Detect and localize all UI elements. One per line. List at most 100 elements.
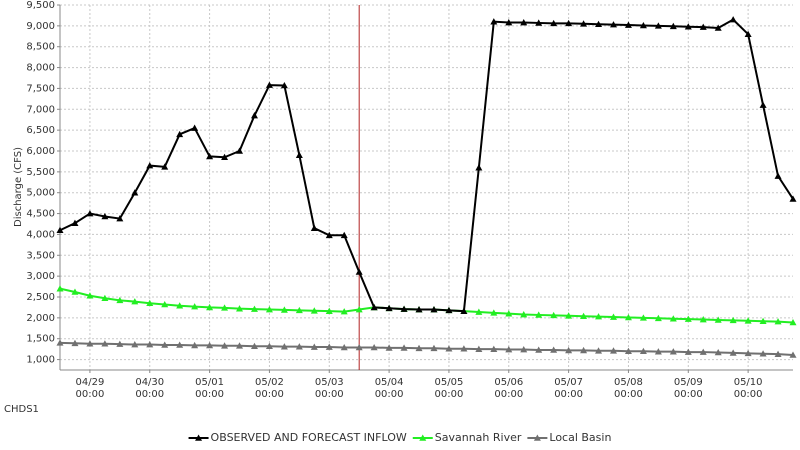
point-marker	[669, 22, 677, 30]
point-marker	[355, 268, 363, 275]
point-marker	[759, 350, 767, 357]
point-marker	[520, 311, 528, 318]
y-tick-label: 1,500	[26, 334, 55, 345]
point-marker	[729, 349, 737, 356]
point-marker	[609, 347, 617, 354]
point-marker	[265, 342, 273, 350]
y-tick-label: 6,500	[26, 125, 55, 136]
point-marker	[415, 306, 423, 313]
point-marker	[295, 306, 303, 314]
point-marker	[400, 344, 408, 351]
x-tick-label: 00:00	[614, 389, 643, 400]
legend-item: Savannah River	[412, 431, 522, 444]
point-marker	[206, 341, 214, 349]
point-marker	[280, 306, 288, 313]
x-tick-label: 05/06	[494, 377, 523, 388]
point-marker	[191, 124, 199, 131]
point-marker	[714, 24, 722, 31]
legend-label: Savannah River	[435, 431, 522, 444]
point-marker	[729, 316, 737, 324]
y-tick-label: 5,500	[26, 167, 55, 178]
legend-label: Local Basin	[549, 431, 611, 444]
legend-swatch-marker	[195, 434, 203, 441]
x-tick-label: 00:00	[435, 389, 464, 400]
legend-item: Local Basin	[527, 431, 611, 444]
point-marker	[236, 147, 244, 154]
point-marker	[460, 307, 468, 314]
point-marker	[71, 339, 79, 347]
point-marker	[565, 346, 573, 354]
y-tick-label: 8,000	[26, 63, 55, 74]
point-marker	[250, 112, 258, 119]
x-tick-label: 00:00	[195, 389, 224, 400]
point-marker	[744, 317, 752, 324]
point-marker	[146, 162, 154, 169]
point-marker	[639, 314, 647, 321]
point-marker	[161, 341, 169, 348]
point-marker	[759, 101, 767, 108]
point-marker	[116, 215, 124, 222]
point-marker	[206, 303, 214, 311]
point-marker	[146, 341, 154, 348]
series-line	[59, 18, 794, 313]
y-tick-label: 5,000	[26, 188, 55, 199]
point-marker	[221, 342, 229, 349]
point-marker	[206, 152, 214, 160]
point-marker	[475, 345, 483, 352]
point-marker	[460, 345, 468, 352]
point-marker	[161, 163, 169, 170]
y-tick-label: 3,000	[26, 271, 55, 282]
point-marker	[191, 303, 199, 310]
x-tick-label: 00:00	[494, 389, 523, 400]
point-marker	[565, 19, 573, 27]
point-marker	[86, 292, 94, 299]
point-marker	[624, 21, 632, 28]
point-marker	[789, 318, 797, 326]
point-marker	[654, 348, 662, 355]
y-axis-title: Discharge (CFS)	[13, 147, 24, 227]
point-marker	[535, 346, 543, 353]
x-tick-label: 05/10	[734, 377, 763, 388]
point-marker	[325, 307, 333, 314]
point-marker	[146, 299, 154, 307]
point-marker	[789, 195, 797, 202]
point-marker	[221, 304, 229, 311]
point-marker	[550, 346, 558, 353]
point-marker	[295, 151, 303, 158]
point-marker	[250, 305, 258, 312]
x-tick-label: 04/29	[76, 377, 105, 388]
point-marker	[490, 18, 498, 25]
point-marker	[774, 172, 782, 179]
point-marker	[56, 226, 64, 234]
point-marker	[325, 231, 333, 239]
point-marker	[101, 212, 109, 220]
point-marker	[116, 296, 124, 304]
point-marker	[71, 288, 79, 295]
point-marker	[265, 306, 273, 313]
x-tick-label: 00:00	[375, 389, 404, 400]
point-marker	[340, 231, 348, 239]
point-marker	[176, 130, 184, 138]
point-marker	[116, 340, 124, 347]
point-marker	[400, 305, 408, 312]
point-marker	[535, 311, 543, 318]
point-marker	[550, 311, 558, 319]
point-marker	[639, 21, 647, 29]
y-tick-label: 4,500	[26, 209, 55, 220]
point-marker	[475, 164, 483, 171]
point-marker	[595, 20, 603, 27]
point-marker	[624, 347, 632, 355]
point-marker	[759, 317, 767, 324]
point-marker	[609, 21, 617, 28]
y-tick-label: 7,000	[26, 104, 55, 115]
point-marker	[176, 302, 184, 309]
point-marker	[535, 19, 543, 26]
point-marker	[580, 346, 588, 354]
point-marker	[714, 316, 722, 323]
point-marker	[370, 343, 378, 351]
y-tick-label: 7,500	[26, 83, 55, 94]
x-tick-label: 00:00	[734, 389, 763, 400]
x-tick-label: 05/09	[674, 377, 703, 388]
point-marker	[684, 348, 692, 355]
y-tick-label: 4,000	[26, 229, 55, 240]
